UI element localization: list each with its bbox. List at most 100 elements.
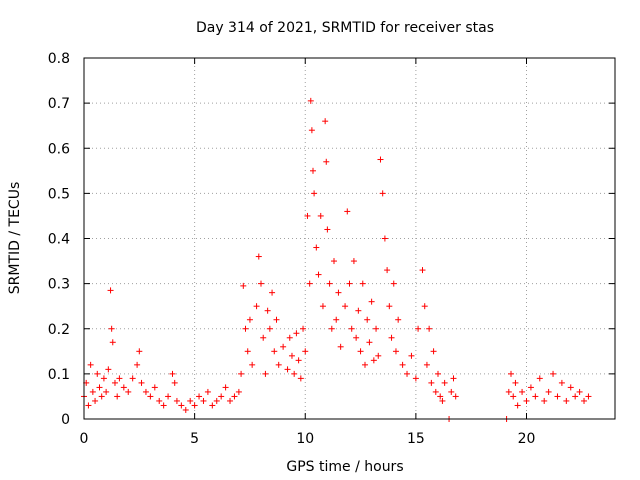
data-point: [550, 370, 557, 377]
data-point: [527, 384, 534, 391]
data-point: [361, 361, 368, 368]
data-point: [147, 393, 154, 400]
data-point: [286, 334, 293, 341]
data-point: [249, 361, 256, 368]
data-point: [227, 397, 234, 404]
data-point: [235, 388, 242, 395]
data-point: [96, 384, 103, 391]
y-tick-label: 0.7: [48, 96, 70, 112]
y-tick-label: 0.5: [48, 186, 70, 202]
data-point: [395, 316, 402, 323]
data-point: [359, 280, 366, 287]
data-point: [169, 370, 176, 377]
data-point: [350, 258, 357, 265]
data-point: [514, 402, 521, 409]
data-point: [280, 343, 287, 350]
data-point: [222, 384, 229, 391]
data-point: [333, 316, 340, 323]
data-point: [532, 393, 539, 400]
data-point: [260, 334, 267, 341]
data-point: [92, 397, 99, 404]
data-point: [563, 397, 570, 404]
data-point: [98, 393, 105, 400]
data-point: [311, 190, 318, 197]
data-point: [240, 282, 247, 289]
data-point: [505, 388, 512, 395]
data-point: [558, 379, 565, 386]
data-point: [213, 397, 220, 404]
y-tick-label: 0.6: [48, 141, 70, 157]
data-point: [519, 388, 526, 395]
data-point: [326, 280, 333, 287]
data-point: [271, 348, 278, 355]
data-point: [307, 97, 314, 104]
data-point: [392, 348, 399, 355]
data-point: [331, 258, 338, 265]
data-point: [125, 388, 132, 395]
data-point: [116, 375, 123, 382]
data-point: [266, 325, 273, 332]
data-point: [269, 289, 276, 296]
data-point: [355, 307, 362, 314]
x-tick-label: 20: [518, 431, 536, 447]
data-point: [171, 379, 178, 386]
data-point: [545, 388, 552, 395]
y-tick-label: 0.3: [48, 277, 70, 293]
data-point: [129, 375, 136, 382]
axis-ticks: 0 5 10 15 20 0 0.1 0.2 0.3 0.4 0.5 0.6 0.7 0.8: [48, 51, 615, 447]
data-point: [370, 357, 377, 364]
data-point: [109, 339, 116, 346]
data-point: [510, 393, 517, 400]
data-point: [103, 388, 110, 395]
plot-frame: [83, 57, 616, 420]
data-point: [309, 167, 316, 174]
data-point: [342, 303, 349, 310]
data-point: [151, 384, 158, 391]
data-point: [450, 375, 457, 382]
data-point: [200, 397, 207, 404]
data-point: [415, 325, 422, 332]
data-point: [441, 379, 448, 386]
data-point: [304, 212, 311, 219]
y-tick-label: 0: [61, 412, 70, 428]
data-point: [379, 190, 386, 197]
data-points: [81, 97, 592, 422]
data-point: [264, 307, 271, 314]
data-point: [136, 348, 143, 355]
data-point: [308, 127, 315, 134]
data-point: [275, 361, 282, 368]
data-point: [508, 370, 515, 377]
data-point: [346, 280, 353, 287]
data-point: [432, 388, 439, 395]
data-point: [324, 226, 331, 233]
data-point: [448, 388, 455, 395]
data-point: [421, 303, 428, 310]
data-point: [302, 348, 309, 355]
data-point: [377, 156, 384, 163]
data-point: [386, 303, 393, 310]
data-point: [344, 208, 351, 215]
data-point: [300, 325, 307, 332]
data-point: [390, 280, 397, 287]
data-point: [567, 384, 574, 391]
data-point: [242, 325, 249, 332]
data-point: [357, 348, 364, 355]
data-point: [428, 379, 435, 386]
data-point: [323, 158, 330, 165]
data-point: [293, 330, 300, 337]
x-tick-label: 10: [296, 431, 314, 447]
data-point: [156, 397, 163, 404]
data-point: [412, 375, 419, 382]
data-point: [253, 303, 260, 310]
data-point: [452, 393, 459, 400]
data-point: [430, 348, 437, 355]
data-point: [384, 267, 391, 274]
data-point: [105, 366, 112, 373]
data-point: [554, 393, 561, 400]
data-point: [178, 402, 185, 409]
data-point: [191, 402, 198, 409]
data-point: [435, 370, 441, 377]
data-point: [348, 325, 355, 332]
data-point: [399, 361, 406, 368]
data-point: [182, 406, 189, 413]
